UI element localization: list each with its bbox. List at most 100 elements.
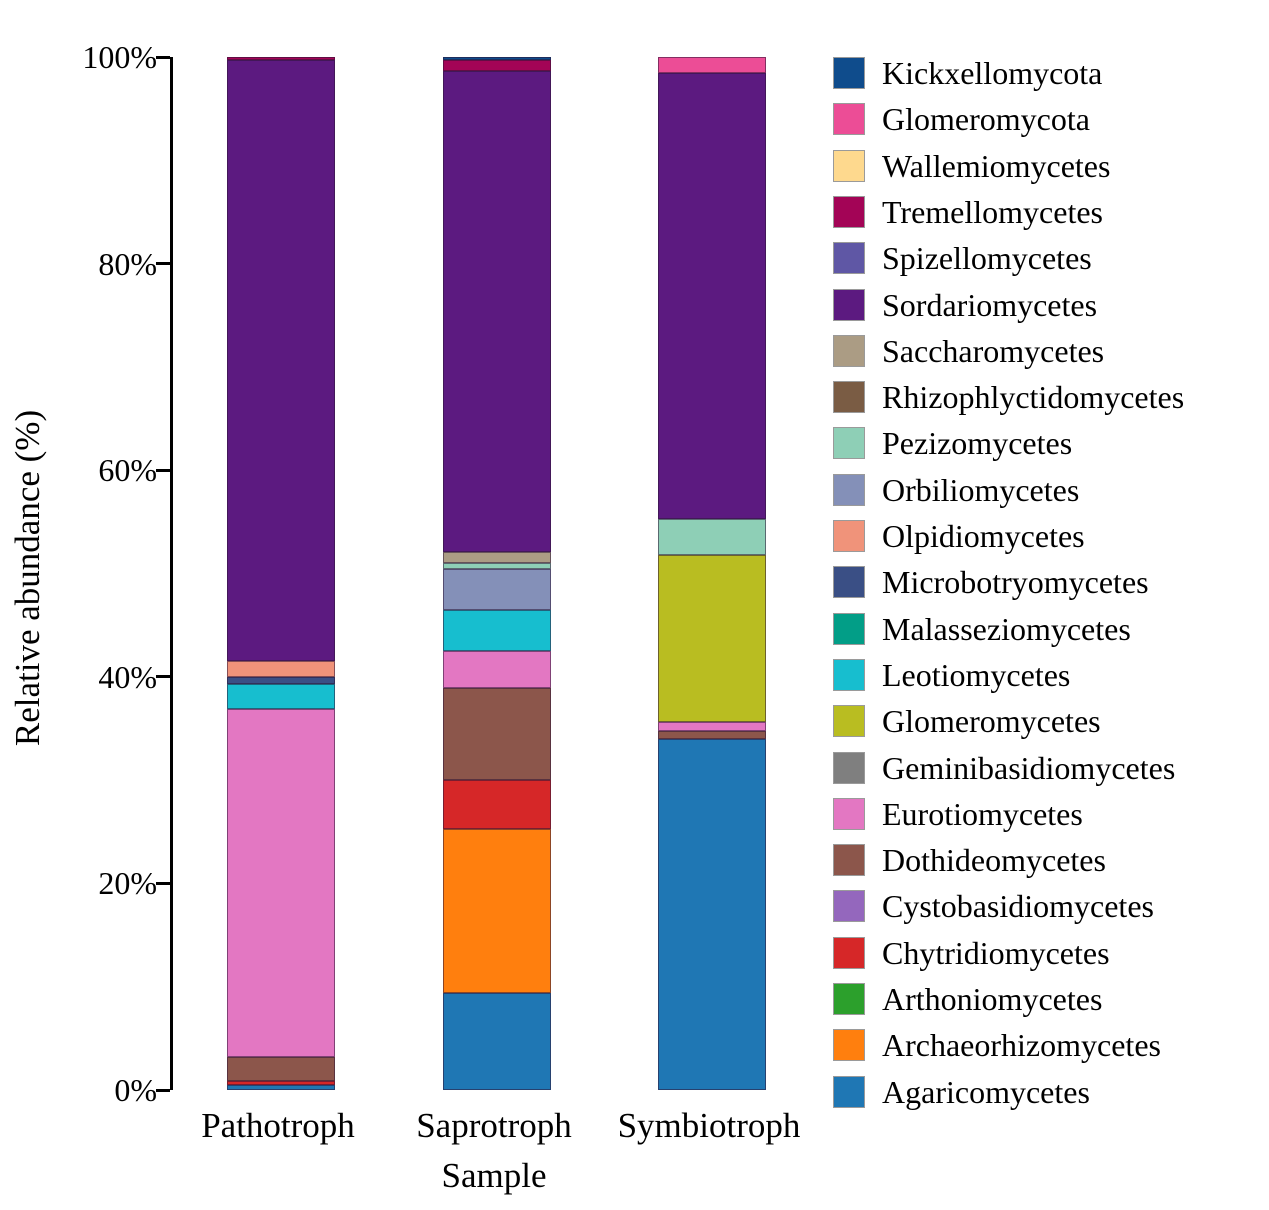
- legend-item-kickxellomycota: Kickxellomycota: [833, 50, 1102, 96]
- legend-label-geminibasidiomycetes: Geminibasidiomycetes: [882, 749, 1176, 786]
- segment-pezizomycetes-symbiotroph: [658, 518, 766, 555]
- x-axis-title: Sample: [441, 1156, 547, 1195]
- y-tick-mark-0: [156, 1088, 170, 1092]
- legend-swatch-arthoniomycetes: [833, 983, 865, 1015]
- segment-tremellomycetes-saprotroph: [443, 60, 551, 72]
- x-tick-label-saprotroph: Saprotroph: [416, 1106, 572, 1145]
- legend-item-olpidiomycetes: Olpidiomycetes: [833, 513, 1085, 559]
- legend-swatch-kickxellomycota: [833, 57, 865, 89]
- legend-item-chytridiomycetes: Chytridiomycetes: [833, 930, 1110, 976]
- legend-swatch-glomeromycetes: [833, 705, 865, 738]
- legend-item-glomeromycetes: Glomeromycetes: [833, 698, 1101, 744]
- legend-swatch-spizellomycetes: [833, 242, 865, 275]
- legend-label-spizellomycetes: Spizellomycetes: [882, 240, 1092, 277]
- legend-label-eurotiomycetes: Eurotiomycetes: [882, 795, 1083, 832]
- legend-item-saccharomycetes: Saccharomycetes: [833, 328, 1104, 374]
- segment-agaricomycetes-pathotroph: [227, 1084, 335, 1090]
- legend-label-chytridiomycetes: Chytridiomycetes: [882, 934, 1110, 971]
- segment-dothideomycetes-saprotroph: [443, 688, 551, 781]
- segment-dothideomycetes-pathotroph: [227, 1056, 335, 1081]
- legend-swatch-sordariomycetes: [833, 288, 865, 321]
- segment-saccharomycetes-saprotroph: [443, 551, 551, 564]
- legend-label-malasseziomycetes: Malasseziomycetes: [882, 610, 1131, 647]
- legend-item-cystobasidiomycetes: Cystobasidiomycetes: [833, 883, 1154, 929]
- legend-swatch-chytridiomycetes: [833, 936, 865, 969]
- segment-archaeorhizomycetes-saprotroph: [443, 828, 551, 993]
- legend-label-arthoniomycetes: Arthoniomycetes: [882, 981, 1103, 1017]
- segment-agaricomycetes-saprotroph: [443, 992, 551, 1090]
- legend-swatch-pezizomycetes: [833, 427, 865, 460]
- legend-label-sordariomycetes: Sordariomycetes: [882, 286, 1098, 323]
- legend-swatch-glomeromycota: [833, 103, 865, 136]
- legend-item-sordariomycetes: Sordariomycetes: [833, 282, 1097, 328]
- legend-item-spizellomycetes: Spizellomycetes: [833, 235, 1092, 281]
- legend-item-archaeorhizomycetes: Archaeorhizomycetes: [833, 1022, 1161, 1068]
- y-tick-mark-80: [156, 262, 170, 266]
- segment-glomeromycetes-symbiotroph: [658, 554, 766, 723]
- legend-label-agaricomycetes: Agaricomycetes: [882, 1073, 1090, 1110]
- segment-tremellomycetes-pathotroph: [227, 57, 335, 61]
- segment-sordariomycetes-pathotroph: [227, 60, 335, 662]
- legend-swatch-agaricomycetes: [833, 1075, 865, 1108]
- segment-dothideomycetes-symbiotroph: [658, 730, 766, 739]
- x-tick-label-symbiotroph: Symbiotroph: [617, 1106, 801, 1145]
- legend-item-leotiomycetes: Leotiomycetes: [833, 652, 1070, 698]
- legend-label-kickxellomycota: Kickxellomycota: [882, 55, 1103, 91]
- legend-item-wallemiomycetes: Wallemiomycetes: [833, 143, 1110, 189]
- legend-label-cystobasidiomycetes: Cystobasidiomycetes: [882, 888, 1154, 925]
- legend-label-glomeromycota: Glomeromycota: [882, 101, 1090, 138]
- legend-label-glomeromycetes: Glomeromycetes: [882, 703, 1101, 740]
- legend-item-agaricomycetes: Agaricomycetes: [833, 1069, 1090, 1115]
- legend-item-pezizomycetes: Pezizomycetes: [833, 420, 1072, 466]
- legend-swatch-wallemiomycetes: [833, 149, 865, 182]
- legend-swatch-saccharomycetes: [833, 334, 865, 367]
- legend-swatch-leotiomycetes: [833, 658, 865, 691]
- legend-label-archaeorhizomycetes: Archaeorhizomycetes: [882, 1027, 1161, 1064]
- y-tick-mark-100: [156, 55, 170, 59]
- y-axis-label: Relative abundance (%): [8, 409, 47, 747]
- legend-swatch-geminibasidiomycetes: [833, 751, 865, 784]
- legend-swatch-malasseziomycetes: [833, 612, 865, 645]
- legend-item-rhizophlyctidomycetes: Rhizophlyctidomycetes: [833, 374, 1184, 420]
- segment-kickxellomycota-saprotroph: [443, 57, 551, 61]
- legend-swatch-rhizophlyctidomycetes: [833, 381, 865, 414]
- legend-label-olpidiomycetes: Olpidiomycetes: [882, 518, 1085, 554]
- segment-sordariomycetes-symbiotroph: [658, 72, 766, 519]
- bar-pathotroph: [227, 57, 335, 1090]
- segment-sordariomycetes-saprotroph: [443, 71, 551, 552]
- segment-chytridiomycetes-saprotroph: [443, 780, 551, 829]
- legend-swatch-dothideomycetes: [833, 844, 865, 877]
- legend-swatch-eurotiomycetes: [833, 797, 865, 830]
- segment-microbotryomycetes-pathotroph: [227, 676, 335, 685]
- legend-swatch-tremellomycetes: [833, 195, 865, 228]
- y-tick-label-100: 100%: [82, 39, 157, 75]
- legend-item-orbiliomycetes: Orbiliomycetes: [833, 467, 1079, 513]
- bar-saprotroph: [443, 57, 551, 1090]
- segment-pezizomycetes-saprotroph: [443, 563, 551, 570]
- y-tick-label-0: 0%: [114, 1072, 157, 1108]
- y-tick-label-80: 80%: [98, 245, 157, 282]
- plot-area: [170, 57, 813, 1090]
- legend-item-malasseziomycetes: Malasseziomycetes: [833, 606, 1131, 652]
- legend-item-tremellomycetes: Tremellomycetes: [833, 189, 1103, 235]
- legend-label-rhizophlyctidomycetes: Rhizophlyctidomycetes: [882, 379, 1185, 416]
- legend-label-tremellomycetes: Tremellomycetes: [882, 193, 1103, 230]
- segment-eurotiomycetes-saprotroph: [443, 650, 551, 689]
- y-tick-mark-40: [156, 675, 170, 679]
- segment-chytridiomycetes-pathotroph: [227, 1080, 335, 1085]
- legend-label-pezizomycetes: Pezizomycetes: [882, 425, 1073, 462]
- legend-label-dothideomycetes: Dothideomycetes: [882, 842, 1106, 879]
- bar-symbiotroph: [658, 57, 766, 1090]
- legend-label-microbotryomycetes: Microbotryomycetes: [882, 564, 1149, 601]
- segment-eurotiomycetes-symbiotroph: [658, 722, 766, 731]
- x-tick-label-pathotroph: Pathotroph: [201, 1106, 355, 1145]
- y-tick-mark-20: [156, 881, 170, 885]
- legend-swatch-microbotryomycetes: [833, 566, 865, 599]
- legend-item-glomeromycota: Glomeromycota: [833, 96, 1090, 142]
- legend-swatch-archaeorhizomycetes: [833, 1029, 865, 1062]
- legend-item-microbotryomycetes: Microbotryomycetes: [833, 559, 1149, 605]
- segment-agaricomycetes-symbiotroph: [658, 738, 766, 1090]
- legend-swatch-cystobasidiomycetes: [833, 890, 865, 923]
- legend-label-saccharomycetes: Saccharomycetes: [882, 332, 1105, 369]
